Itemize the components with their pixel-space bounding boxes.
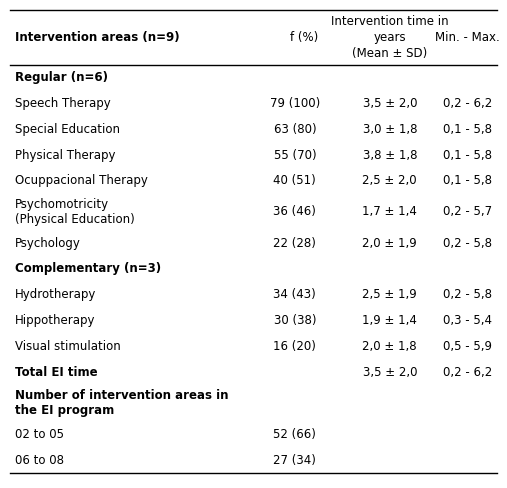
Text: 0,2 - 6,2: 0,2 - 6,2 [443,366,492,379]
Text: Psychology: Psychology [15,237,81,249]
Text: Total EI time: Total EI time [15,366,98,379]
Text: 55 (70): 55 (70) [274,148,316,162]
Text: 40 (51): 40 (51) [273,174,316,187]
Text: 3,5 ± 2,0: 3,5 ± 2,0 [363,97,417,110]
Text: 0,2 - 5,8: 0,2 - 5,8 [443,237,492,249]
Text: Intervention time in
years
(Mean ± SD): Intervention time in years (Mean ± SD) [331,15,449,60]
Text: Number of intervention areas in
the EI program: Number of intervention areas in the EI p… [15,389,229,417]
Text: Special Education: Special Education [15,122,120,136]
Text: 0,1 - 5,8: 0,1 - 5,8 [443,174,492,187]
Text: 63 (80): 63 (80) [274,122,316,136]
Text: Psychomotricity
(Physical Education): Psychomotricity (Physical Education) [15,198,135,226]
Text: 2,5 ± 2,0: 2,5 ± 2,0 [363,174,417,187]
Text: 2,5 ± 1,9: 2,5 ± 1,9 [363,288,417,301]
Text: 1,9 ± 1,4: 1,9 ± 1,4 [363,314,417,327]
Text: 3,8 ± 1,8: 3,8 ± 1,8 [363,148,417,162]
Text: 16 (20): 16 (20) [273,340,316,353]
Text: 27 (34): 27 (34) [273,454,316,467]
Text: Complementary (n=3): Complementary (n=3) [15,263,161,275]
Text: Ocuppacional Therapy: Ocuppacional Therapy [15,174,148,187]
Text: 0,2 - 6,2: 0,2 - 6,2 [443,97,492,110]
Text: 0,1 - 5,8: 0,1 - 5,8 [443,148,492,162]
Text: 0,3 - 5,4: 0,3 - 5,4 [443,314,492,327]
Text: 0,1 - 5,8: 0,1 - 5,8 [443,122,492,136]
Text: Intervention areas (n=9): Intervention areas (n=9) [15,31,179,43]
Text: 0,2 - 5,8: 0,2 - 5,8 [443,288,492,301]
Text: 3,0 ± 1,8: 3,0 ± 1,8 [363,122,417,136]
Text: 02 to 05: 02 to 05 [15,428,64,441]
Text: 06 to 08: 06 to 08 [15,454,64,467]
Text: 0,2 - 5,7: 0,2 - 5,7 [443,205,492,219]
Text: 2,0 ± 1,9: 2,0 ± 1,9 [363,237,417,249]
Text: 2,0 ± 1,8: 2,0 ± 1,8 [363,340,417,353]
Text: Hippotherapy: Hippotherapy [15,314,95,327]
Text: Visual stimulation: Visual stimulation [15,340,121,353]
Text: 36 (46): 36 (46) [273,205,316,219]
Text: f (%): f (%) [291,31,319,43]
Text: Min. - Max.: Min. - Max. [436,31,500,43]
Text: Hydrotherapy: Hydrotherapy [15,288,96,301]
Text: 1,7 ± 1,4: 1,7 ± 1,4 [363,205,417,219]
Text: Regular (n=6): Regular (n=6) [15,71,108,84]
Text: 0,5 - 5,9: 0,5 - 5,9 [443,340,492,353]
Text: 52 (66): 52 (66) [273,428,316,441]
Text: Speech Therapy: Speech Therapy [15,97,111,110]
Text: 34 (43): 34 (43) [273,288,316,301]
Text: 22 (28): 22 (28) [273,237,316,249]
Text: 3,5 ± 2,0: 3,5 ± 2,0 [363,366,417,379]
Text: Physical Therapy: Physical Therapy [15,148,116,162]
Text: 30 (38): 30 (38) [274,314,316,327]
Text: 79 (100): 79 (100) [270,97,320,110]
